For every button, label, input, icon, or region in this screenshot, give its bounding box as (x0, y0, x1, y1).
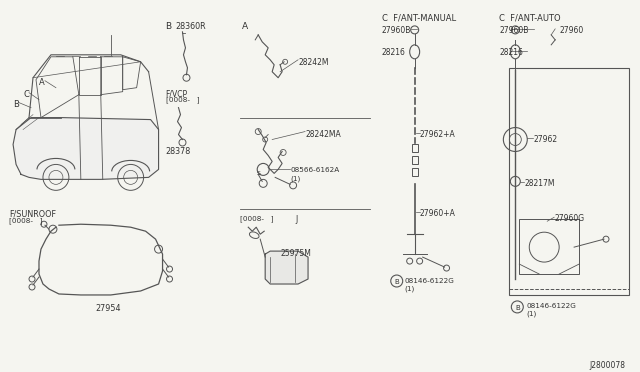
Text: 28242MA: 28242MA (305, 129, 341, 138)
Text: B: B (515, 305, 520, 311)
Text: 27960B: 27960B (382, 26, 411, 35)
Text: 27960+A: 27960+A (420, 209, 456, 218)
Text: 27960B: 27960B (499, 26, 529, 35)
Text: C  F/ANT-MANUAL: C F/ANT-MANUAL (382, 14, 456, 23)
Text: 08146-6122G: 08146-6122G (526, 303, 576, 309)
Text: 08566-6162A: 08566-6162A (290, 167, 339, 173)
Text: J2800078: J2800078 (589, 361, 625, 370)
Text: B: B (166, 22, 172, 31)
Text: [0008-   ]: [0008- ] (240, 215, 274, 222)
Text: C  F/ANT-AUTO: C F/ANT-AUTO (499, 14, 561, 23)
Text: 27954: 27954 (96, 304, 122, 313)
Text: J: J (295, 215, 298, 224)
Text: 28216: 28216 (382, 48, 406, 57)
Text: 28378: 28378 (166, 147, 191, 157)
Bar (519, 219, 579, 274)
Polygon shape (13, 118, 159, 179)
Text: S: S (256, 171, 260, 176)
Text: (1): (1) (404, 286, 415, 292)
Text: 28216: 28216 (499, 48, 524, 57)
Text: 28217M: 28217M (524, 179, 555, 188)
Bar (412, 144, 418, 153)
Text: [0008-   ]: [0008- ] (166, 97, 199, 103)
Text: A: A (243, 22, 248, 31)
Text: 27962+A: 27962+A (420, 129, 456, 138)
Text: 28360R: 28360R (175, 22, 206, 31)
Text: (1): (1) (290, 175, 300, 182)
Text: [0008-   ]: [0008- ] (9, 217, 43, 224)
Text: 27960: 27960 (559, 26, 584, 35)
Bar (412, 169, 418, 176)
Text: F/VCP: F/VCP (166, 90, 188, 99)
Polygon shape (265, 251, 308, 284)
Text: (1): (1) (526, 311, 536, 317)
Text: C: C (23, 90, 29, 99)
Text: 27962: 27962 (533, 135, 557, 144)
Text: 27960G: 27960G (554, 214, 584, 223)
Bar (509, 68, 629, 295)
Text: 08146-6122G: 08146-6122G (404, 278, 454, 284)
Text: B: B (13, 100, 19, 109)
Text: 25975M: 25975M (280, 249, 311, 258)
Text: F/SUNROOF: F/SUNROOF (9, 209, 56, 218)
Bar (412, 157, 418, 164)
Text: B: B (394, 279, 399, 285)
Text: A: A (39, 78, 45, 87)
Text: 28242M: 28242M (298, 58, 328, 67)
